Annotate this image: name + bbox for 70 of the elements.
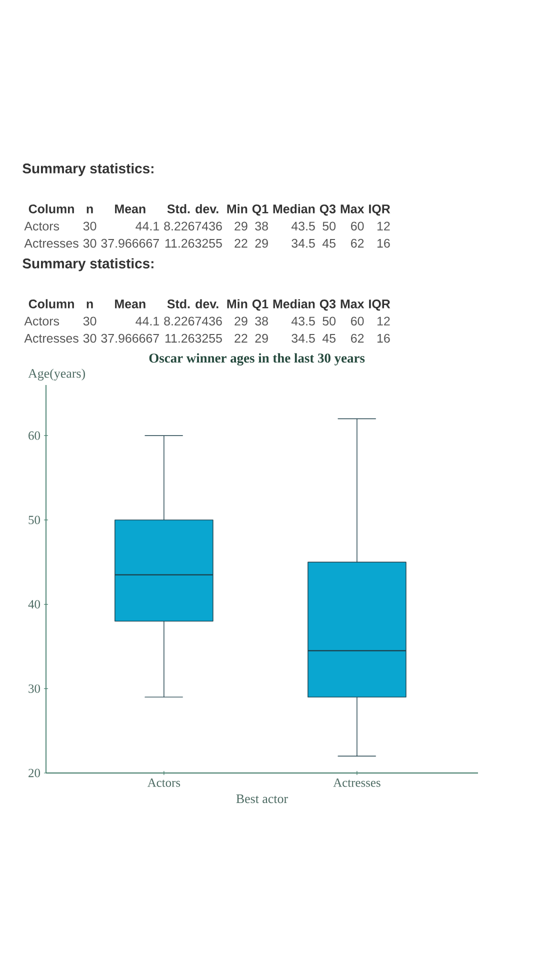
text: 16 bbox=[377, 238, 390, 248]
text: 43.5 bbox=[291, 222, 315, 231]
text: IQR bbox=[369, 300, 390, 311]
text: Actresses bbox=[24, 334, 78, 343]
text: 38 bbox=[255, 222, 268, 231]
text: 29 bbox=[234, 222, 248, 231]
text: Median bbox=[273, 204, 315, 214]
text: 30 bbox=[83, 238, 96, 248]
text: Q3 bbox=[320, 300, 336, 311]
text: n bbox=[86, 302, 93, 308]
text: Max bbox=[340, 204, 364, 214]
text: 11.263255 bbox=[165, 238, 222, 248]
y-tick-label: 50 bbox=[28, 516, 40, 524]
text: Max bbox=[340, 300, 364, 308]
text: Summary statistics: bbox=[22, 258, 154, 272]
text: Actors bbox=[24, 222, 60, 231]
text: Column bbox=[28, 299, 74, 308]
y-tick-label: 30 bbox=[28, 684, 40, 693]
text: 50 bbox=[322, 316, 336, 326]
text: Actresses bbox=[24, 239, 78, 248]
text: 38 bbox=[255, 316, 268, 326]
text: 8.2267436 bbox=[164, 316, 222, 326]
text: Q1 bbox=[252, 204, 268, 216]
text: 45 bbox=[322, 334, 336, 343]
text: Column bbox=[28, 204, 74, 214]
text: 30 bbox=[83, 222, 96, 231]
text: Mean bbox=[115, 204, 146, 214]
text: Summary statistics: bbox=[22, 163, 154, 176]
text: 30 bbox=[83, 316, 96, 326]
text: 37.966667 bbox=[101, 334, 159, 343]
text: 22 bbox=[234, 238, 248, 248]
text: Actors bbox=[24, 316, 60, 326]
text: 45 bbox=[322, 239, 336, 248]
text: Std. dev. bbox=[167, 299, 218, 308]
text: 62 bbox=[351, 238, 364, 248]
text: n bbox=[86, 206, 93, 214]
text: Mean bbox=[115, 300, 146, 308]
text: 29 bbox=[255, 334, 268, 343]
text: 60 bbox=[351, 222, 364, 231]
text: IQR bbox=[369, 204, 390, 216]
text: 34.5 bbox=[292, 238, 315, 248]
y-axis-title: Age(years) bbox=[28, 368, 85, 380]
text: 29 bbox=[234, 316, 248, 326]
text: 44.1 bbox=[136, 316, 159, 326]
text: Median bbox=[273, 299, 315, 308]
text: 8.2267436 bbox=[164, 222, 222, 231]
text: 22 bbox=[234, 334, 248, 343]
text: 34.5 bbox=[292, 334, 315, 343]
text: 11.263255 bbox=[165, 334, 222, 343]
text: 43.5 bbox=[291, 316, 315, 326]
y-tick-label: 20 bbox=[28, 768, 40, 778]
text: Q1 bbox=[252, 300, 268, 311]
y-tick-label: 40 bbox=[28, 600, 40, 609]
text: 60 bbox=[351, 316, 364, 326]
text: 12 bbox=[377, 222, 390, 230]
text: 62 bbox=[351, 334, 364, 343]
chart-title: Oscar winner ages in the last 30 years bbox=[149, 353, 365, 366]
text: 50 bbox=[322, 222, 336, 231]
text: 44.1 bbox=[136, 222, 159, 230]
text: 37.966667 bbox=[101, 238, 159, 248]
text: 12 bbox=[377, 316, 390, 326]
text: Min bbox=[227, 299, 248, 308]
text: 29 bbox=[255, 238, 268, 248]
text: Std. dev. bbox=[167, 204, 218, 214]
text: Q3 bbox=[320, 204, 336, 216]
text: Min bbox=[227, 204, 248, 214]
text: 30 bbox=[83, 334, 96, 343]
text: 16 bbox=[377, 334, 390, 343]
x-axis-title: Best actor bbox=[236, 794, 288, 804]
y-tick-label: 60 bbox=[28, 431, 40, 440]
